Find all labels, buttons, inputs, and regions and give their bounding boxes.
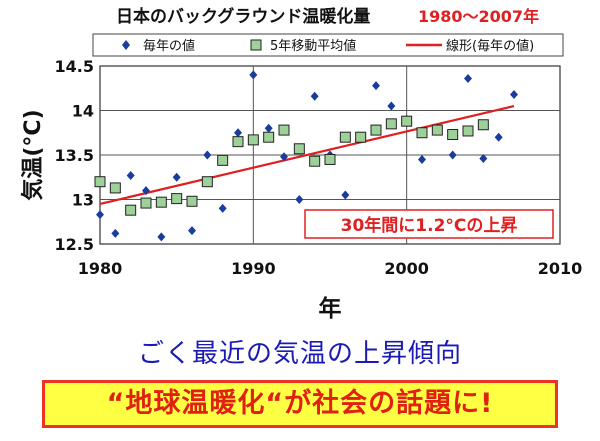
moving-average-point [447, 129, 459, 141]
moving-average-point [309, 155, 321, 167]
moving-average-point [171, 193, 183, 205]
x-tick-label: 2000 [384, 259, 429, 278]
y-tick-label: 12.5 [55, 235, 94, 254]
annual-value-point [126, 170, 135, 180]
trend-line-layer [99, 104, 515, 206]
moving-average-point [186, 195, 198, 207]
annual-value-point [96, 210, 104, 220]
chart-title-period: 1980〜2007年 [418, 7, 539, 26]
chart: 日本のバックグラウンド温暖化量 1980〜2007年 毎年の値 5年移動平均値 … [20, 6, 583, 322]
moving-average-point [109, 182, 121, 194]
x-tick-label: 2010 [538, 259, 583, 278]
annual-value-point [188, 226, 196, 236]
annual-value-point [310, 91, 319, 101]
x-axis-label: 年 [319, 295, 342, 322]
annual-value-point [295, 195, 304, 204]
annual-value-point [172, 172, 181, 182]
annual-value-point [464, 73, 472, 83]
annual-value-point [341, 190, 350, 200]
annual-value-point [234, 128, 242, 138]
moving-average-point [416, 127, 428, 139]
annual-value-point [387, 101, 396, 111]
annual-value-point [479, 154, 488, 164]
moving-average-point [217, 154, 229, 166]
moving-average-point [125, 204, 137, 216]
annual-value-point [157, 232, 166, 242]
y-tick-label: 13.5 [55, 146, 94, 165]
annual-value-point [280, 152, 288, 162]
moving-average-point [155, 196, 167, 208]
annual-value-point [203, 150, 212, 160]
headline-banner: “地球温暖化“が社会の話題に! [42, 380, 558, 428]
annual-value-point [372, 81, 380, 91]
moving-average-point [263, 131, 275, 143]
y-tick-label: 13 [72, 191, 94, 210]
legend-label-trend: 線形(毎年の値) [446, 38, 534, 54]
annotation-text: 30年間に1.2°Cの上昇 [341, 215, 518, 236]
tick-labels: 1980 1990 2000 2010 12.5 13 13.5 14 14.5 [55, 57, 583, 278]
legend-diamond-marker [122, 40, 130, 50]
moving-average-point [247, 134, 259, 146]
y-tick-label: 14 [72, 102, 94, 121]
annual-value-point [111, 228, 120, 238]
annual-value-point [264, 123, 273, 133]
annotation-box [304, 209, 554, 239]
legend-label-annual: 毎年の値 [143, 38, 195, 54]
subtitle: ごく最近の気温の上昇傾向 [137, 339, 462, 369]
moving-average-point [140, 197, 152, 209]
moving-average-point [278, 124, 290, 136]
legend-frame [92, 33, 564, 57]
moving-average-point [462, 125, 474, 137]
annual-value-point [448, 150, 457, 160]
moving-average-point [385, 118, 397, 130]
moving-average-point [94, 176, 106, 188]
annual-value-point [418, 154, 426, 164]
moving-average-point [431, 124, 443, 136]
y-tick-label: 14.5 [55, 57, 94, 76]
chart-title: 日本のバックグラウンド温暖化量 [116, 6, 370, 27]
moving-average-point [201, 176, 213, 188]
legend-square-marker [250, 39, 262, 51]
moving-average-point [324, 153, 336, 165]
moving-average-point [232, 136, 244, 148]
moving-average-point [477, 119, 489, 131]
legend-label-moving-average: 5年移動平均値 [270, 38, 356, 54]
legend: 毎年の値 5年移動平均値 線形(毎年の値) [92, 33, 564, 57]
moving-average-point [355, 131, 367, 143]
annual-value-point [249, 70, 258, 80]
trend-line [99, 104, 515, 206]
data-points [94, 70, 518, 242]
annual-value-point [218, 203, 227, 213]
x-tick-label: 1990 [231, 259, 276, 278]
annual-value-point [510, 89, 518, 99]
y-axis-label: 気温(°C) [20, 109, 46, 200]
annual-value-point [494, 132, 503, 142]
moving-average-point [370, 124, 382, 136]
moving-average-point [339, 131, 351, 143]
x-tick-label: 1980 [78, 259, 123, 278]
moving-average-point [293, 143, 305, 155]
moving-average-point [401, 115, 413, 127]
annual-value-point [142, 186, 150, 196]
